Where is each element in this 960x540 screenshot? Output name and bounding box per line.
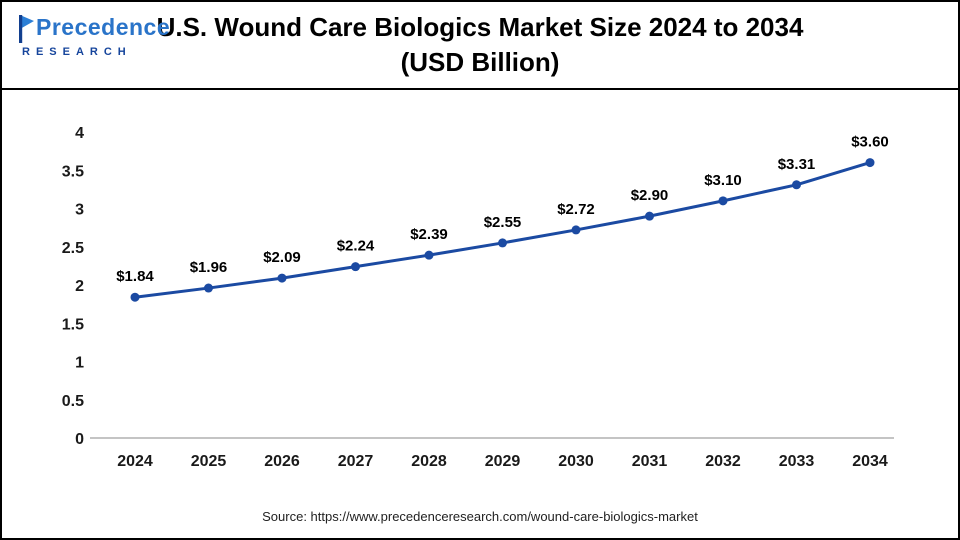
data-point xyxy=(718,196,728,206)
logo-wordmark: Precedence xyxy=(18,14,178,44)
logo-brand-subtitle: RESEARCH xyxy=(22,46,132,58)
x-tick-label: 2031 xyxy=(632,453,668,470)
logo: Precedence RESEARCH xyxy=(18,14,178,58)
chart-svg: 0 0.5 1 1.5 2 2.5 3 3.5 4 2024 2025 2026 2027 2028 202… xyxy=(62,125,894,470)
header: Precedence RESEARCH U.S. Wound Care Biol… xyxy=(2,2,958,90)
logo-pennant-icon xyxy=(19,15,34,43)
data-label: $3.60 xyxy=(851,134,889,151)
data-point xyxy=(498,238,507,248)
data-point xyxy=(204,283,213,293)
data-label: $1.96 xyxy=(190,259,228,276)
chart-title-line2: (USD Billion) xyxy=(400,47,560,77)
y-tick-label: 4 xyxy=(75,125,84,142)
x-tick-label: 2024 xyxy=(117,453,153,470)
data-point xyxy=(645,211,654,221)
data-label: $2.55 xyxy=(484,214,522,231)
x-tick-label: 2027 xyxy=(338,453,374,470)
data-label: $2.90 xyxy=(631,187,669,204)
x-tick-label: 2033 xyxy=(779,453,815,470)
data-label: $2.24 xyxy=(337,238,375,255)
x-tick-label: 2029 xyxy=(485,453,521,470)
chart-area: 0 0.5 1 1.5 2 2.5 3 3.5 4 2024 2025 2026 2027 2028 202… xyxy=(2,90,960,498)
y-tick-label: 3 xyxy=(75,202,84,219)
chart-title-line1: U.S. Wound Care Biologics Market Size 20… xyxy=(156,11,804,42)
data-point xyxy=(571,225,581,235)
y-tick-label: 0 xyxy=(75,431,84,448)
chart-title: U.S. Wound Care Biologics Market Size 20… xyxy=(2,10,958,80)
y-tick-label: 2.5 xyxy=(62,240,84,257)
data-label: $3.31 xyxy=(778,156,816,173)
x-tick-label: 2030 xyxy=(558,453,594,470)
data-point xyxy=(865,158,875,168)
data-point xyxy=(351,262,360,272)
logo-brand-name: Precedence xyxy=(36,14,171,40)
data-point xyxy=(277,273,287,283)
data-label: $2.72 xyxy=(557,201,595,218)
source-text: Source: https://www.precedenceresearch.c… xyxy=(262,509,698,524)
x-tick-label: 2032 xyxy=(705,453,741,470)
data-point xyxy=(130,292,140,302)
y-tick-label: 0.5 xyxy=(62,393,84,410)
y-tick-label: 3.5 xyxy=(62,163,84,180)
data-point xyxy=(792,180,801,190)
data-label: $3.10 xyxy=(704,172,742,189)
x-tick-label: 2028 xyxy=(411,453,447,470)
x-tick-label: 2026 xyxy=(264,453,300,470)
x-tick-label: 2034 xyxy=(852,453,888,470)
y-tick-label: 2 xyxy=(75,278,84,295)
data-label: $1.84 xyxy=(116,268,154,285)
x-tick-label: 2025 xyxy=(191,453,227,470)
data-label: $2.09 xyxy=(263,249,301,266)
data-label: $2.39 xyxy=(410,226,448,243)
y-tick-label: 1 xyxy=(75,355,84,372)
data-point xyxy=(424,250,434,260)
y-tick-label: 1.5 xyxy=(62,316,84,333)
